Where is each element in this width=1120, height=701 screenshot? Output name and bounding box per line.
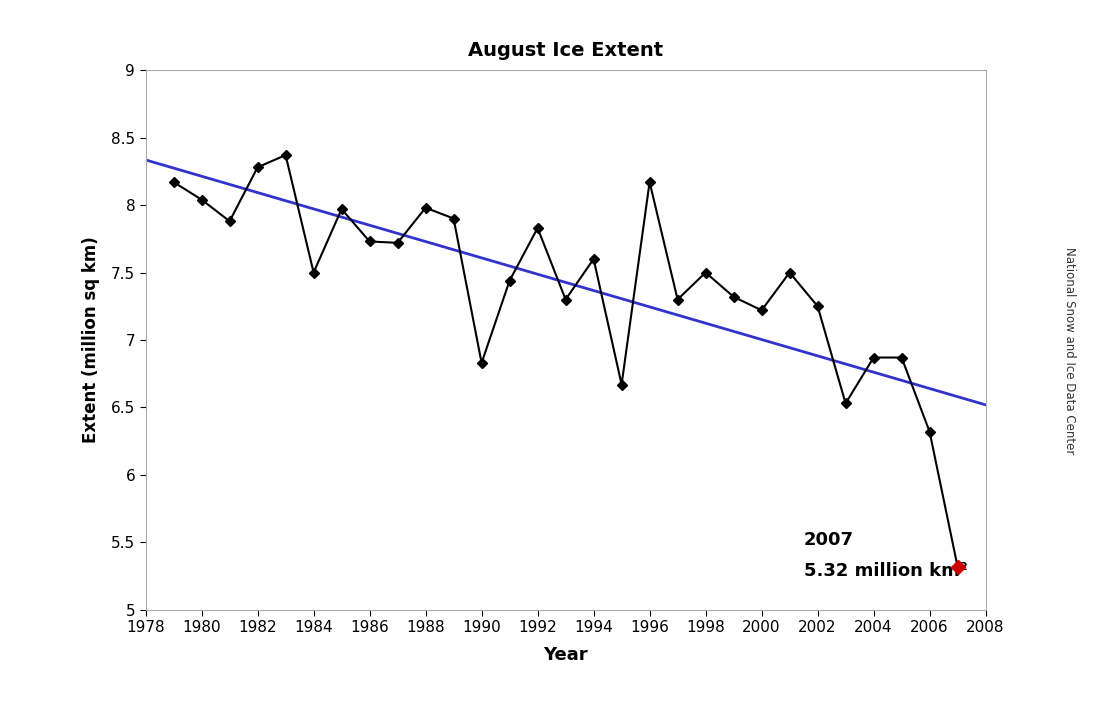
- Y-axis label: Extent (million sq km): Extent (million sq km): [82, 237, 100, 443]
- Text: 2007: 2007: [803, 531, 853, 549]
- Text: 5.32 million km²: 5.32 million km²: [803, 562, 968, 580]
- X-axis label: Year: Year: [543, 646, 588, 665]
- Text: National Snow and Ice Data Center: National Snow and Ice Data Center: [1063, 247, 1076, 454]
- Title: August Ice Extent: August Ice Extent: [468, 41, 663, 60]
